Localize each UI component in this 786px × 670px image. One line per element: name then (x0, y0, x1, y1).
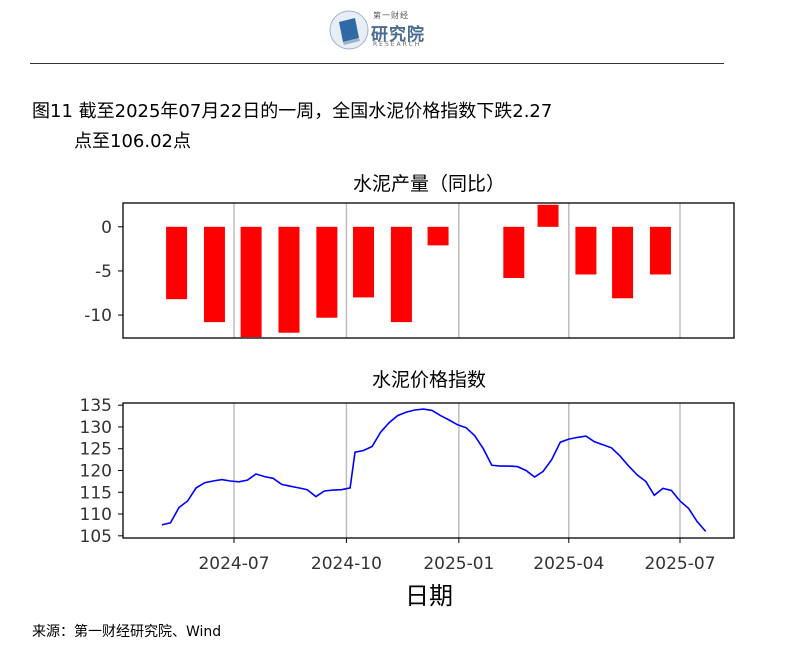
line-ytick-label-1: 110 (80, 505, 112, 525)
bar-2024-11 (390, 226, 412, 323)
line-chart-frame (122, 402, 735, 539)
bar-chart-bars (166, 204, 671, 338)
bar-2024-05 (166, 226, 188, 300)
figure-title-line2: 点至106.02点 (74, 131, 191, 152)
bar-chart-grid (233, 203, 681, 338)
bar-2024-07 (240, 226, 262, 338)
logo-english-text: RESEARCH (373, 41, 422, 48)
bar-2025-04 (575, 226, 597, 275)
x-axis-label: 日期 (405, 582, 453, 610)
xtick-label-3: 2025-04 (533, 554, 604, 574)
line-chart-x-axis: 2024-07 2024-10 2025-01 2025-04 2025-07 (198, 538, 716, 574)
bar-2025-05 (612, 226, 634, 299)
line-ytick-label-2: 115 (80, 483, 112, 503)
xtick-label-0: 2024-07 (198, 554, 269, 574)
logo-chinese-text: 研究院 (371, 25, 425, 45)
line-chart-grid (233, 403, 681, 538)
xtick-label-2: 2025-01 (423, 554, 494, 574)
bar-2024-08 (278, 226, 300, 333)
line-ytick-label-6: 135 (80, 396, 112, 416)
charts-svg: 水泥产量（同比） 0-5-10 水泥价格指数 10511011512012513… (80, 173, 735, 610)
line-ytick-label-5: 130 (80, 418, 112, 438)
figure-title: 图11 截至2025年07月22日的一周，全国水泥价格指数下跌2.27 点至10… (32, 97, 732, 157)
line-ytick-label-3: 120 (80, 462, 112, 482)
bar-ytick-label-1: -5 (95, 262, 112, 282)
bar-2024-12 (427, 226, 449, 246)
bar-2025-06 (649, 226, 671, 275)
bar-2024-10 (353, 226, 375, 298)
line-chart-title: 水泥价格指数 (372, 369, 486, 391)
bar-2024-06 (203, 226, 225, 323)
bar-chart-title: 水泥产量（同比） (353, 173, 505, 195)
source-note: 来源：第一财经研究院、Wind (32, 624, 222, 640)
line-chart-series (161, 408, 707, 532)
logo-top-text: 第一财经 (373, 11, 409, 20)
bar-2025-02 (503, 226, 525, 278)
bar-ytick-label-2: -10 (84, 306, 112, 326)
xtick-label-1: 2024-10 (311, 554, 382, 574)
line-ytick-label-4: 125 (80, 440, 112, 460)
bar-2025-03 (537, 204, 559, 227)
bar-2024-09 (316, 226, 338, 318)
bar-chart-y-axis: 0 -5 -10 (84, 218, 123, 326)
logo-book-icon (329, 10, 369, 50)
research-logo: 第一财经 研究院 RESEARCH (329, 6, 459, 52)
bar-ytick-label-0: 0 (101, 218, 112, 238)
figure-title-line1: 图11 截至2025年07月22日的一周，全国水泥价格指数下跌2.27 (32, 101, 553, 122)
xtick-label-4: 2025-07 (644, 554, 715, 574)
line-ytick-label-0: 105 (80, 527, 112, 547)
header-divider (30, 63, 724, 64)
